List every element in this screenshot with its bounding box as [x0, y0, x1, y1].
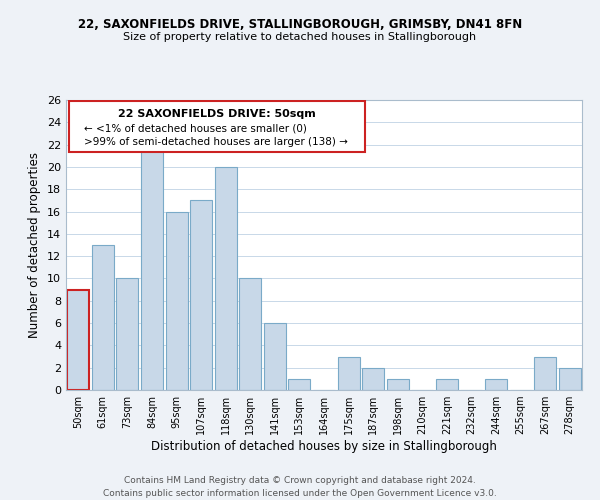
- Bar: [92, 245, 114, 390]
- Bar: [264, 323, 286, 390]
- Bar: [338, 356, 359, 390]
- Text: Contains HM Land Registry data © Crown copyright and database right 2024.: Contains HM Land Registry data © Crown c…: [124, 476, 476, 485]
- Bar: [386, 379, 409, 390]
- Bar: [362, 368, 384, 390]
- Text: ← <1% of detached houses are smaller (0): ← <1% of detached houses are smaller (0): [84, 124, 307, 134]
- X-axis label: Distribution of detached houses by size in Stallingborough: Distribution of detached houses by size …: [151, 440, 497, 453]
- Bar: [534, 356, 556, 390]
- Bar: [559, 368, 581, 390]
- Text: 22, SAXONFIELDS DRIVE, STALLINGBOROUGH, GRIMSBY, DN41 8FN: 22, SAXONFIELDS DRIVE, STALLINGBOROUGH, …: [78, 18, 522, 30]
- FancyBboxPatch shape: [68, 102, 365, 152]
- Bar: [190, 200, 212, 390]
- Bar: [116, 278, 139, 390]
- Y-axis label: Number of detached properties: Number of detached properties: [28, 152, 41, 338]
- Bar: [485, 379, 507, 390]
- Text: Size of property relative to detached houses in Stallingborough: Size of property relative to detached ho…: [124, 32, 476, 42]
- Text: >99% of semi-detached houses are larger (138) →: >99% of semi-detached houses are larger …: [84, 137, 348, 147]
- Text: Contains public sector information licensed under the Open Government Licence v3: Contains public sector information licen…: [103, 489, 497, 498]
- Bar: [215, 167, 237, 390]
- Bar: [141, 144, 163, 390]
- Bar: [436, 379, 458, 390]
- Bar: [67, 290, 89, 390]
- Bar: [289, 379, 310, 390]
- Bar: [166, 212, 188, 390]
- Bar: [239, 278, 262, 390]
- Text: 22 SAXONFIELDS DRIVE: 50sqm: 22 SAXONFIELDS DRIVE: 50sqm: [118, 110, 316, 120]
